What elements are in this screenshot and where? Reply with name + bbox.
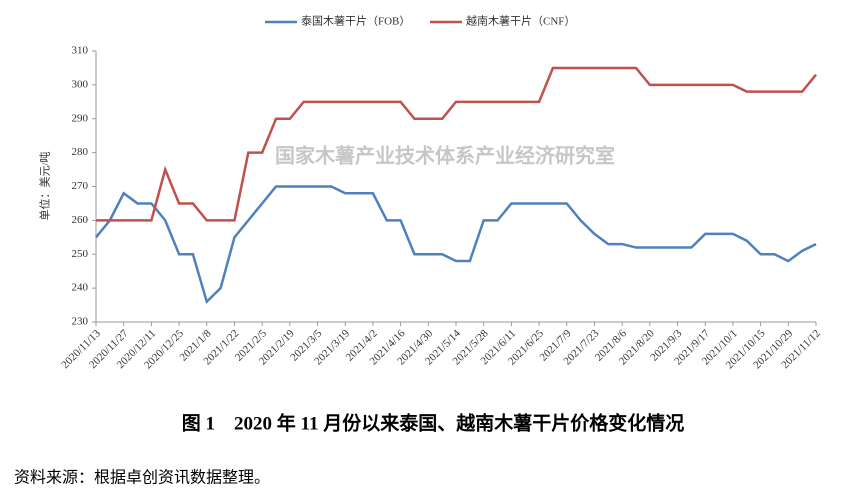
y-tick-label: 310 xyxy=(72,45,89,57)
y-tick-label: 290 xyxy=(72,112,89,124)
y-axis-label: 单位：美元/吨 xyxy=(38,151,52,220)
y-tick-label: 250 xyxy=(72,248,89,260)
watermark: 国家木薯产业技术体系产业经济研究室 xyxy=(275,144,615,168)
y-tick-label: 280 xyxy=(72,146,89,158)
chart-title: 图 1 2020 年 11 月份以来泰国、越南木薯干片价格变化情况 xyxy=(182,411,684,434)
line xyxy=(95,185,817,305)
y-tick-label: 300 xyxy=(72,78,89,90)
line xyxy=(96,66,817,222)
y-tick-label: 240 xyxy=(72,282,89,294)
legend-label: 泰国木薯干片（FOB） xyxy=(301,14,410,28)
y-tick-label: 260 xyxy=(72,214,89,226)
source-note: 资料来源：根据卓创资讯数据整理。 xyxy=(14,469,270,487)
legend-label: 越南木薯干片（CNF） xyxy=(466,14,575,28)
y-tick-label: 270 xyxy=(72,180,89,192)
y-tick-label: 230 xyxy=(72,316,89,328)
